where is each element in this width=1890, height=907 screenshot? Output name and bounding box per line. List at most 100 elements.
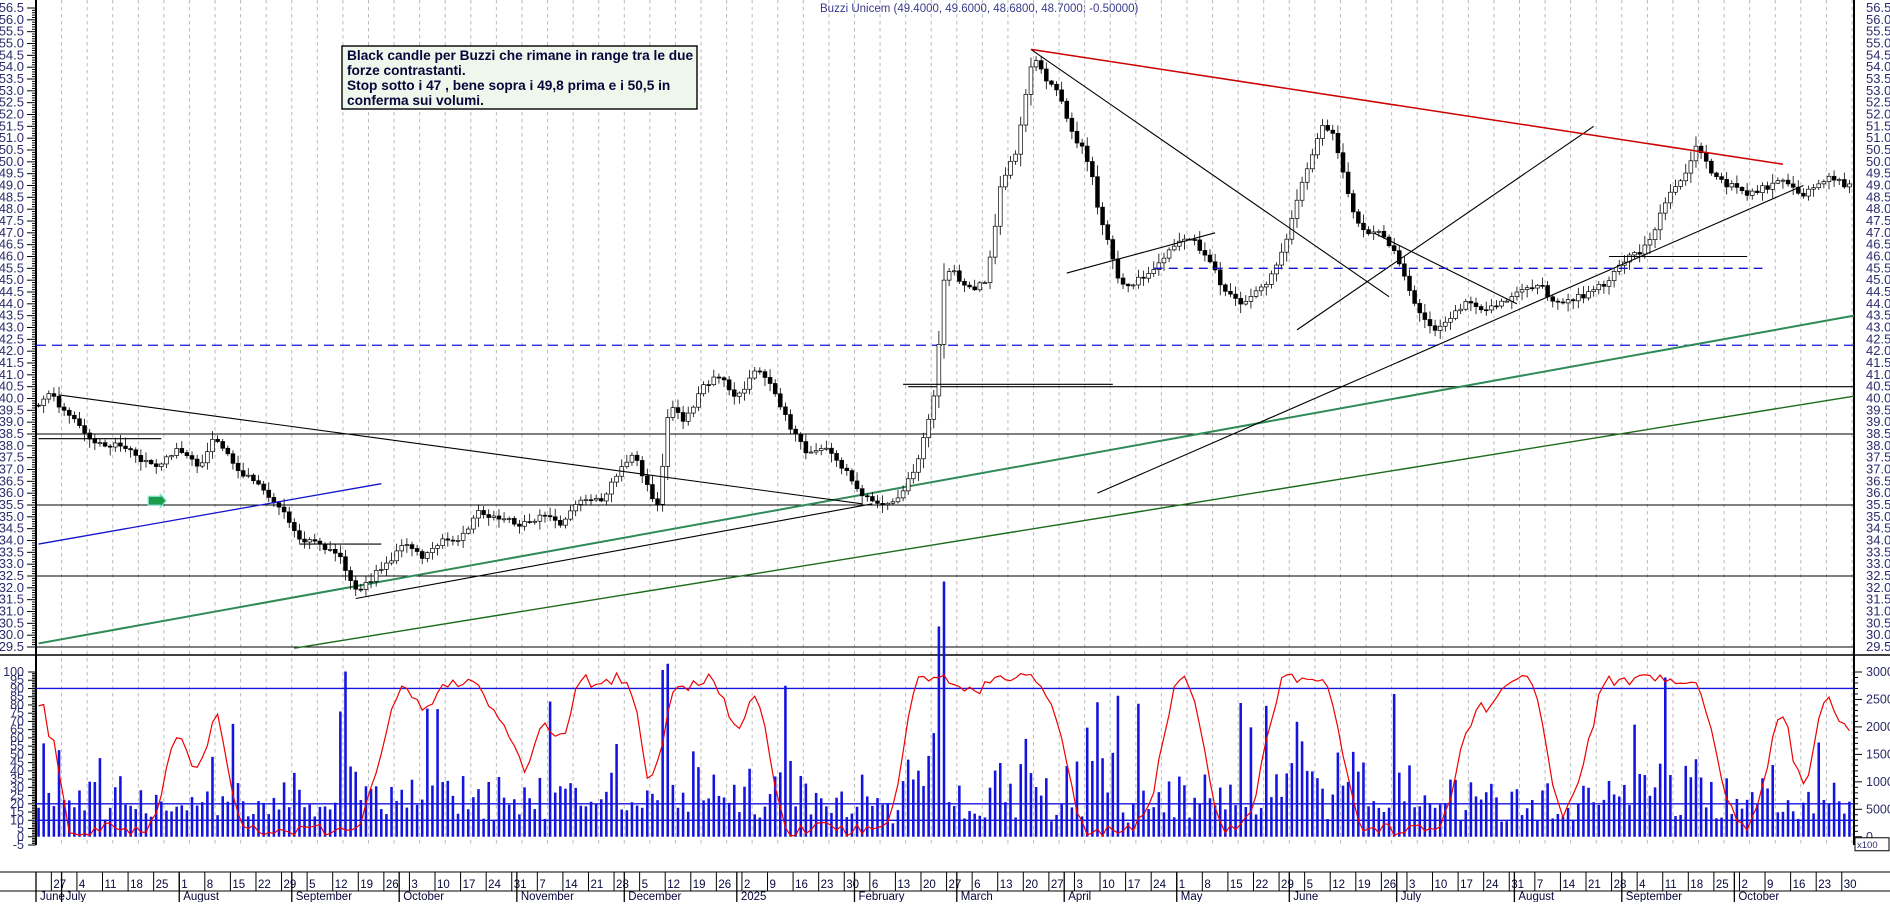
svg-text:October: October	[1738, 891, 1779, 902]
svg-text:5: 5	[1307, 879, 1313, 891]
svg-text:1: 1	[1179, 879, 1185, 891]
svg-text:November: November	[521, 891, 574, 902]
svg-text:conferma sui volumi.: conferma sui volumi.	[347, 93, 484, 108]
svg-text:forze contrastanti.: forze contrastanti.	[347, 63, 466, 78]
svg-text:1: 1	[181, 879, 187, 891]
svg-text:17: 17	[1460, 879, 1473, 891]
svg-text:29: 29	[1281, 879, 1294, 891]
svg-text:October: October	[403, 891, 444, 902]
svg-text:5: 5	[642, 879, 648, 891]
svg-text:September: September	[1626, 891, 1682, 902]
svg-text:25000: 25000	[1866, 692, 1890, 706]
svg-text:31: 31	[514, 879, 527, 891]
svg-text:12: 12	[335, 879, 348, 891]
svg-text:27: 27	[949, 879, 962, 891]
svg-text:9: 9	[770, 879, 776, 891]
svg-text:4: 4	[1639, 879, 1646, 891]
svg-text:July: July	[66, 891, 87, 902]
svg-text:26: 26	[1383, 879, 1396, 891]
svg-text:31: 31	[1511, 879, 1524, 891]
svg-text:27: 27	[53, 879, 66, 891]
svg-text:24: 24	[488, 879, 501, 891]
svg-text:18: 18	[130, 879, 143, 891]
svg-text:7: 7	[539, 879, 545, 891]
svg-text:13: 13	[1000, 879, 1013, 891]
svg-text:10000: 10000	[1866, 775, 1890, 789]
svg-text:May: May	[1181, 891, 1203, 902]
svg-text:10: 10	[1435, 879, 1448, 891]
svg-text:8: 8	[1204, 879, 1210, 891]
svg-text:9: 9	[1767, 879, 1773, 891]
svg-text:13: 13	[897, 879, 910, 891]
svg-text:4: 4	[79, 879, 86, 891]
svg-text:February: February	[858, 891, 904, 902]
svg-text:30: 30	[846, 879, 859, 891]
svg-text:6: 6	[872, 879, 878, 891]
svg-text:April: April	[1068, 891, 1091, 902]
svg-text:2: 2	[744, 879, 750, 891]
svg-text:15: 15	[1230, 879, 1243, 891]
svg-text:19: 19	[1358, 879, 1371, 891]
svg-text:-5: -5	[13, 838, 24, 852]
svg-text:19: 19	[360, 879, 373, 891]
svg-text:18: 18	[1690, 879, 1703, 891]
svg-text:16: 16	[1793, 879, 1806, 891]
svg-text:27: 27	[1051, 879, 1064, 891]
svg-text:5: 5	[309, 879, 315, 891]
svg-text:3: 3	[411, 879, 417, 891]
svg-text:11: 11	[105, 879, 117, 891]
svg-text:20: 20	[923, 879, 936, 891]
svg-text:14: 14	[565, 879, 578, 891]
svg-text:5000: 5000	[1866, 802, 1890, 816]
svg-text:16: 16	[795, 879, 808, 891]
svg-text:March: March	[961, 891, 993, 902]
svg-text:28: 28	[1614, 879, 1627, 891]
svg-text:June: June	[1293, 891, 1318, 902]
svg-text:26: 26	[386, 879, 399, 891]
svg-text:10: 10	[437, 879, 450, 891]
svg-text:Buzzi Unicem (49.4000, 49.6000: Buzzi Unicem (49.4000, 49.6000, 48.6800,…	[820, 3, 1139, 15]
svg-text:7: 7	[1537, 879, 1543, 891]
svg-text:29.5: 29.5	[1866, 639, 1890, 654]
svg-text:14: 14	[1562, 879, 1575, 891]
svg-text:24: 24	[1153, 879, 1166, 891]
svg-text:21: 21	[590, 879, 603, 891]
svg-text:28: 28	[616, 879, 629, 891]
svg-text:11: 11	[1665, 879, 1677, 891]
svg-text:August: August	[183, 891, 220, 902]
svg-text:2025: 2025	[741, 891, 767, 902]
svg-text:15000: 15000	[1866, 747, 1890, 761]
svg-text:8: 8	[207, 879, 213, 891]
svg-text:21: 21	[1588, 879, 1601, 891]
svg-text:6: 6	[974, 879, 980, 891]
svg-text:30: 30	[1844, 879, 1857, 891]
svg-text:20000: 20000	[1866, 720, 1890, 734]
svg-text:23: 23	[821, 879, 834, 891]
svg-text:10: 10	[1102, 879, 1115, 891]
svg-text:15: 15	[232, 879, 245, 891]
svg-text:23: 23	[1818, 879, 1831, 891]
svg-text:30000: 30000	[1866, 665, 1890, 679]
svg-text:3: 3	[1076, 879, 1082, 891]
svg-text:12: 12	[667, 879, 680, 891]
svg-text:17: 17	[1128, 879, 1141, 891]
svg-text:26: 26	[718, 879, 731, 891]
svg-text:17: 17	[463, 879, 476, 891]
svg-text:22: 22	[1255, 879, 1268, 891]
svg-text:19: 19	[693, 879, 706, 891]
svg-text:Black candle per Buzzi che rim: Black candle per Buzzi che rimane in ran…	[347, 48, 693, 63]
svg-text:25: 25	[1716, 879, 1729, 891]
svg-text:September: September	[296, 891, 352, 902]
svg-text:25: 25	[156, 879, 169, 891]
svg-text:22: 22	[258, 879, 271, 891]
svg-text:3: 3	[1409, 879, 1415, 891]
svg-text:August: August	[1518, 891, 1555, 902]
svg-text:x100: x100	[1857, 840, 1878, 851]
svg-text:29.5: 29.5	[0, 639, 24, 654]
svg-text:2: 2	[1741, 879, 1747, 891]
svg-text:24: 24	[1486, 879, 1499, 891]
svg-text:12: 12	[1332, 879, 1345, 891]
svg-text:July: July	[1401, 891, 1422, 902]
svg-text:20: 20	[1025, 879, 1038, 891]
svg-text:29: 29	[284, 879, 297, 891]
